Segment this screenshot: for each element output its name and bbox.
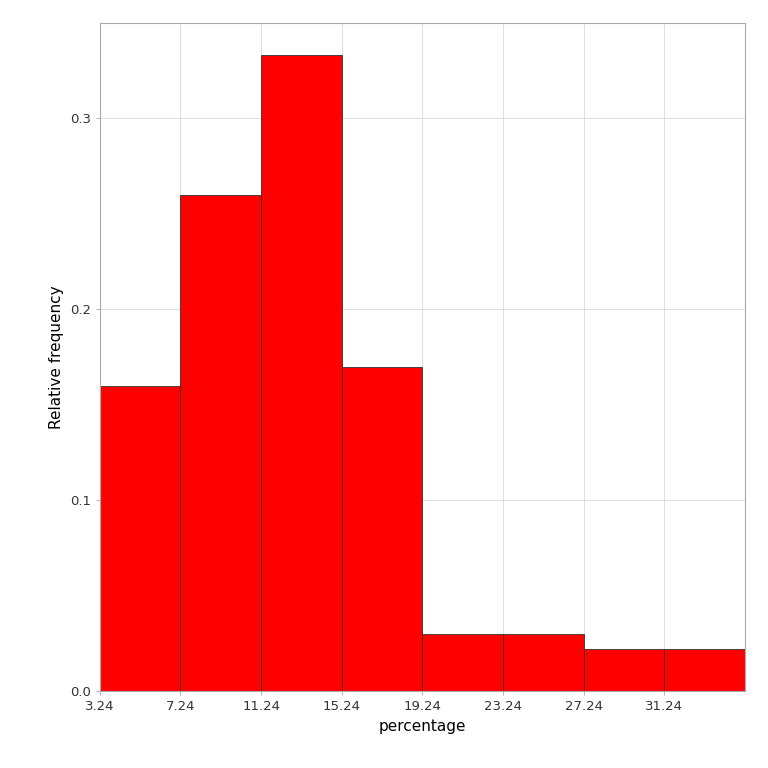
Bar xyxy=(422,634,503,691)
Bar xyxy=(503,634,584,691)
Bar xyxy=(261,55,342,691)
Y-axis label: Relative frequency: Relative frequency xyxy=(49,285,65,429)
Bar xyxy=(100,386,180,691)
Bar xyxy=(584,649,664,691)
Bar xyxy=(180,195,261,691)
X-axis label: percentage: percentage xyxy=(379,719,466,733)
Bar xyxy=(664,649,745,691)
Bar xyxy=(342,366,422,691)
